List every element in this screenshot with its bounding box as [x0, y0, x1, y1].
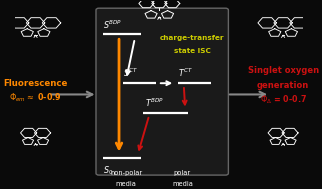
Text: $T^{CT}$: $T^{CT}$	[178, 67, 193, 79]
Text: charge-transfer: charge-transfer	[160, 35, 225, 41]
Text: $S^{CT}$: $S^{CT}$	[123, 67, 139, 79]
Text: $\Phi_\Delta$ = 0-0.7: $\Phi_\Delta$ = 0-0.7	[260, 94, 307, 106]
Text: $S^{BDP}$: $S^{BDP}$	[103, 18, 122, 31]
Text: state ISC: state ISC	[174, 48, 211, 54]
Text: media: media	[116, 181, 137, 187]
Text: Fluorescence: Fluorescence	[3, 79, 68, 88]
Text: non-polar: non-polar	[110, 170, 142, 176]
Text: $S_0$: $S_0$	[103, 164, 113, 177]
FancyBboxPatch shape	[96, 8, 228, 175]
Text: Singlet oxygen: Singlet oxygen	[248, 66, 319, 75]
Text: $\Phi_{em}$$\approx$ 0-0.9: $\Phi_{em}$$\approx$ 0-0.9	[9, 92, 62, 105]
Text: media: media	[172, 181, 193, 187]
Text: $T^{BDP}$: $T^{BDP}$	[145, 97, 164, 109]
Text: polar: polar	[174, 170, 191, 176]
Text: generation: generation	[257, 81, 309, 90]
